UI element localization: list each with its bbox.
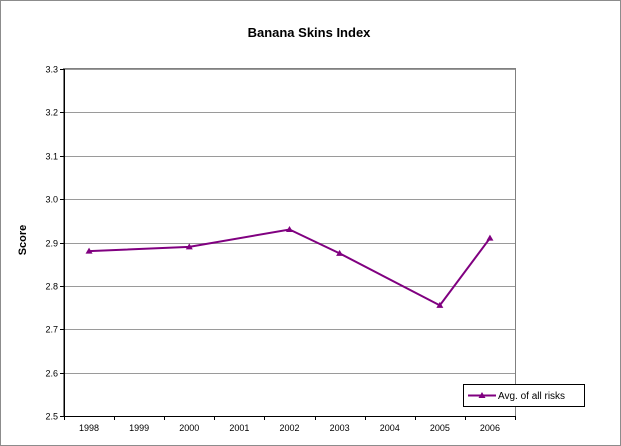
x-tick-label: 1999: [129, 423, 149, 433]
y-tick-label: 2.7: [45, 325, 58, 335]
data-point-marker: [286, 225, 293, 232]
y-tick-label: 3.0: [45, 195, 58, 205]
y-tick-label: 3.2: [45, 108, 58, 118]
gridlines: [64, 69, 515, 374]
x-tick-label: 2002: [279, 423, 299, 433]
axes: [64, 69, 515, 417]
data-point-marker: [486, 234, 494, 241]
x-tick-label: 2003: [330, 423, 350, 433]
x-tick-label: 2005: [430, 423, 450, 433]
legend-label: Avg. of all risks: [498, 391, 565, 402]
legend: Avg. of all risks: [463, 384, 585, 407]
y-ticks: 2.5 2.6 2.7 2.8 2.9 3.0 3.1 3.2 3.3: [45, 65, 64, 422]
y-tick-label: 2.5: [45, 412, 58, 422]
y-axis-label: Score: [17, 225, 29, 256]
y-tick-label: 2.8: [45, 282, 58, 292]
y-tick-label: 2.6: [45, 369, 58, 379]
series-line: [89, 228, 491, 307]
x-ticks: 1998 1999 2000 2001 2002 2003 2004 2005 2006: [64, 416, 516, 433]
x-tick-label: 2004: [380, 423, 400, 433]
plot-area: [63, 68, 516, 417]
x-tick-label: 2001: [229, 423, 249, 433]
data-point-marker: [336, 249, 344, 256]
chart-title: Banana Skins Index: [248, 25, 372, 40]
data-point-marker: [436, 301, 444, 308]
x-tick-label: 1998: [79, 423, 99, 433]
data-point-marker: [85, 247, 93, 254]
legend-box: [463, 384, 585, 407]
legend-marker-icon: [478, 392, 486, 398]
x-tick-label: 2000: [179, 423, 199, 433]
series: [85, 225, 494, 308]
y-tick-label: 2.9: [45, 239, 58, 249]
y-tick-label: 3.1: [45, 152, 58, 162]
x-tick-label: 2006: [480, 423, 500, 433]
y-tick-label: 3.3: [45, 65, 58, 75]
data-point-marker: [185, 243, 193, 250]
